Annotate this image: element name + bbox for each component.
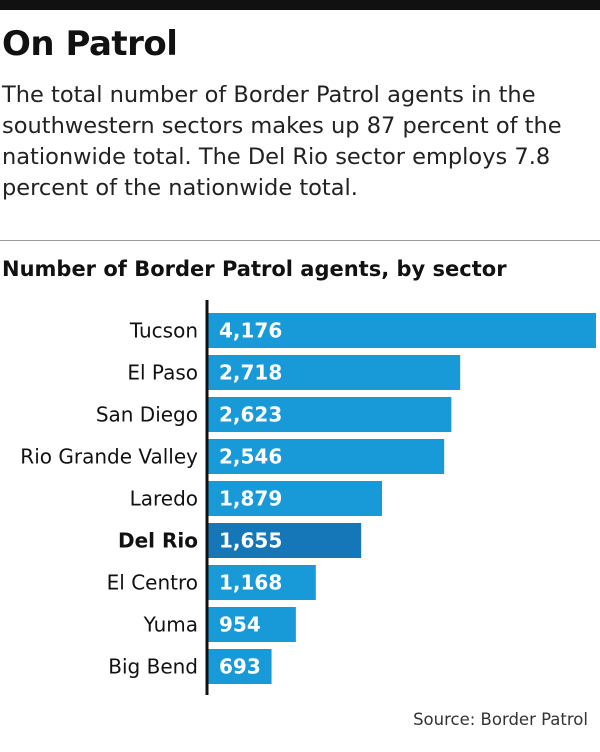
category-label: Tucson (129, 319, 198, 343)
category-label: Del Rio (118, 529, 198, 553)
section-divider (0, 240, 600, 241)
chart-title: Number of Border Patrol agents, by secto… (2, 257, 507, 281)
bar-big-bend (207, 649, 272, 684)
bar-el-paso (207, 355, 461, 390)
top-rule (0, 0, 600, 10)
value-label: 2,623 (219, 403, 282, 427)
category-label: San Diego (96, 403, 198, 427)
category-label: El Centro (107, 571, 198, 595)
value-label: 693 (219, 655, 261, 679)
category-label: El Paso (127, 361, 198, 385)
value-label: 954 (219, 613, 261, 637)
category-label: Rio Grande Valley (20, 445, 198, 469)
page-title: On Patrol (2, 24, 178, 64)
value-label: 2,546 (219, 445, 282, 469)
bar-el-centro (207, 565, 316, 600)
bar-del-rio (207, 523, 362, 558)
category-label: Yuma (143, 613, 198, 637)
value-label: 1,879 (219, 487, 282, 511)
category-label: Big Bend (108, 655, 198, 679)
bar-laredo (207, 481, 383, 516)
value-label: 1,655 (219, 529, 282, 553)
category-label: Laredo (130, 487, 198, 511)
value-label: 4,176 (219, 319, 282, 343)
bar-chart: Tucson 4,176 El Paso 2,718 San Diego 2,623 Rio… (20, 300, 596, 695)
bar-yuma (207, 607, 296, 642)
bar-rio-grande-valley (207, 439, 445, 474)
bar-san-diego (207, 397, 452, 432)
value-label: 1,168 (219, 571, 282, 595)
source-note: Source: Border Patrol (413, 710, 588, 729)
chart-description: The total number of Border Patrol agents… (2, 82, 562, 201)
value-label: 2,718 (219, 361, 282, 385)
bar-tucson (207, 313, 596, 348)
